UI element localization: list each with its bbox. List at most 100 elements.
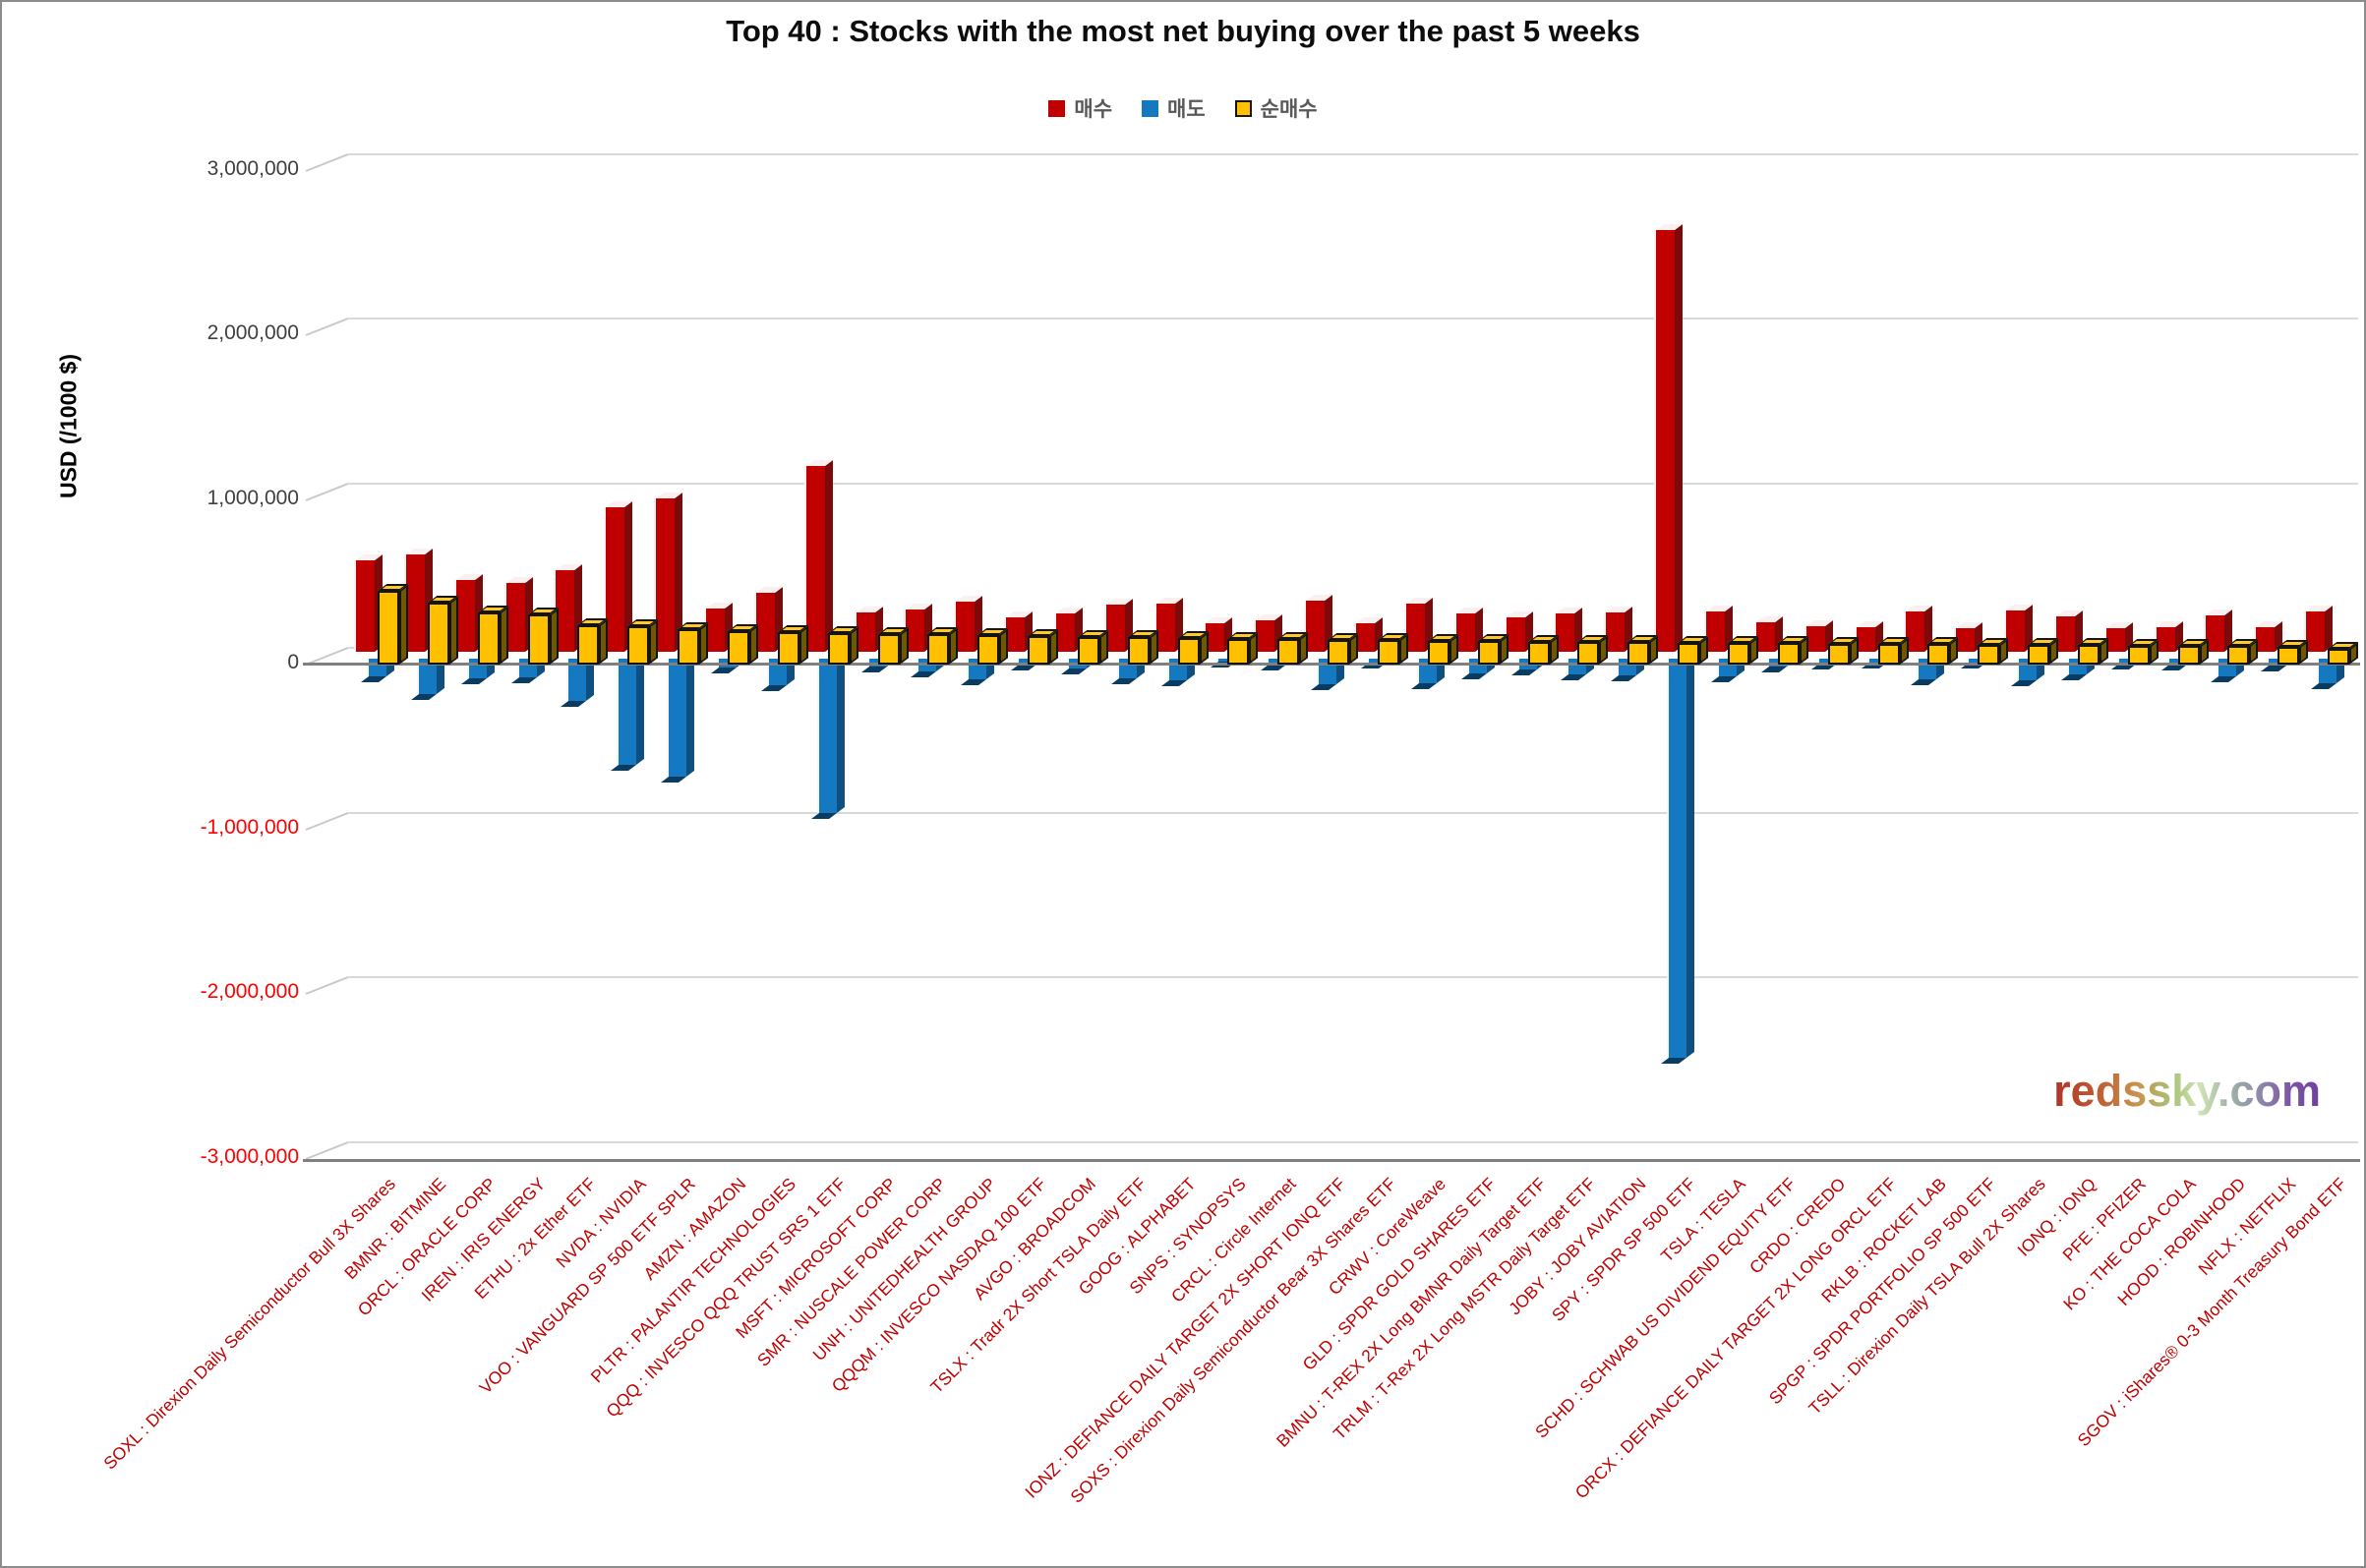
bar-매도-31	[1861, 653, 1895, 668]
bar-매수-34	[2004, 604, 2034, 652]
bar-매수-32	[1904, 605, 1933, 652]
y-axis-tick-label: 1,000,000	[207, 486, 299, 509]
bar-bottom-face	[460, 678, 487, 685]
gridline-connector	[305, 811, 349, 831]
bar-매도-6	[611, 653, 645, 772]
bar-side-face	[448, 596, 458, 665]
bar-bottom-face	[2311, 683, 2337, 690]
bar-순매수-1	[378, 583, 409, 665]
bar-순매수-24	[1527, 634, 1559, 665]
bar-side-face	[399, 583, 408, 665]
bar-매수-16	[1103, 599, 1133, 652]
bar-순매수-9	[777, 624, 809, 665]
watermark-logo[interactable]: redssky.com	[2053, 1066, 2321, 1116]
bar-매수-6	[604, 500, 633, 652]
bar-순매수-36	[2127, 638, 2159, 665]
bar-순매수-15	[1077, 629, 1109, 665]
legend-item-0: 매수	[1048, 93, 1112, 123]
bar-순매수-34	[2028, 637, 2059, 665]
bar-bottom-face	[1311, 684, 1337, 691]
bar-순매수-6	[627, 618, 659, 665]
bar-bottom-face	[1160, 679, 1187, 686]
y-axis-tick-label: -1,000,000	[200, 815, 299, 839]
bar-순매수-22	[1427, 633, 1459, 665]
bar-순매수-7	[678, 621, 709, 665]
bar-bottom-face	[760, 685, 787, 692]
gridline-connector	[305, 1140, 349, 1160]
bar-side-face	[549, 608, 559, 665]
bar-순매수-32	[1927, 637, 1959, 665]
bar-순매수-12	[927, 627, 959, 665]
bar-bottom-face	[961, 678, 987, 685]
gridline-connector	[305, 318, 349, 336]
bar-bottom-face	[1110, 677, 1137, 684]
bar-side-face	[636, 653, 645, 766]
bar-순매수-40	[2328, 642, 2359, 665]
y-axis-tick-label: -3,000,000	[200, 1144, 299, 1168]
y-axis-tick-label: -2,000,000	[200, 980, 299, 1003]
bar-매수-40	[2304, 605, 2334, 652]
bar-매도-10	[810, 653, 845, 820]
bar-side-face	[824, 459, 833, 652]
bar-bottom-face	[2060, 674, 2087, 681]
legend-item-1: 매도	[1142, 93, 1206, 123]
bar-bottom-face	[611, 765, 637, 772]
chart-legend: 매수 매도 순매수	[2, 93, 2364, 123]
gridline	[348, 152, 2358, 155]
gridline-connector	[305, 152, 349, 172]
gridline	[348, 976, 2358, 978]
bar-순매수-30	[1827, 636, 1859, 665]
bar-매수-23	[1453, 607, 1483, 652]
y-axis-tick-label: 3,000,000	[207, 156, 299, 180]
bar-매도-18	[1211, 653, 1245, 668]
y-axis-tick-label: 0	[287, 651, 299, 673]
bar-매수-38	[2204, 609, 2233, 652]
bar-side-face	[499, 606, 508, 665]
bar-순매수-38	[2227, 639, 2259, 665]
bar-순매수-4	[527, 607, 559, 665]
bar-매수-35	[2053, 610, 2083, 652]
bar-매수-7	[654, 493, 683, 652]
bar-매도-21	[1361, 653, 1394, 669]
bar-bottom-face	[361, 675, 386, 682]
bar-side-face	[836, 653, 845, 814]
bar-매도-19	[1261, 653, 1295, 670]
bar-side-face	[599, 618, 609, 665]
bar-bottom-face	[1710, 676, 1737, 683]
bar-순매수-37	[2177, 638, 2209, 665]
bar-bottom-face	[410, 694, 437, 700]
bar-순매수-10	[827, 625, 858, 665]
plot-floor-line	[303, 1158, 2360, 1162]
bar-순매수-14	[1028, 628, 1059, 665]
bar-side-face	[949, 627, 959, 665]
legend-label: 매수	[1074, 98, 1113, 121]
bar-side-face	[999, 628, 1009, 665]
bar-매수-28	[1703, 606, 1733, 652]
bar-매도-30	[1810, 653, 1845, 669]
bar-순매수-35	[2077, 638, 2109, 665]
bar-bottom-face	[1760, 667, 1787, 673]
bar-bottom-face	[510, 677, 537, 684]
bar-매도-27	[1661, 653, 1695, 1065]
bar-순매수-33	[1978, 637, 2009, 665]
bar-bottom-face	[1060, 668, 1087, 675]
legend-swatch-icon	[1048, 99, 1066, 117]
bar-매도-39	[2261, 653, 2295, 671]
bar-매도-14	[1011, 653, 1045, 670]
legend-swatch-icon	[1142, 99, 1159, 117]
bar-매수-13	[954, 596, 983, 652]
bar-bottom-face	[810, 813, 837, 820]
bar-매수-1	[354, 554, 383, 652]
bar-순매수-31	[1877, 636, 1909, 665]
bar-매도-37	[2160, 653, 2195, 670]
bar-순매수-5	[577, 617, 609, 665]
bar-bottom-face	[1510, 669, 1537, 676]
legend-item-2: 순매수	[1234, 93, 1318, 123]
gridline-connector	[305, 482, 349, 501]
bar-순매수-27	[1678, 635, 1709, 665]
chart-title: Top 40 : Stocks with the most net buying…	[726, 14, 1640, 48]
bar-bottom-face	[1661, 1058, 1687, 1065]
legend-swatch-icon	[1234, 99, 1252, 117]
bar-매수-27	[1654, 224, 1684, 652]
